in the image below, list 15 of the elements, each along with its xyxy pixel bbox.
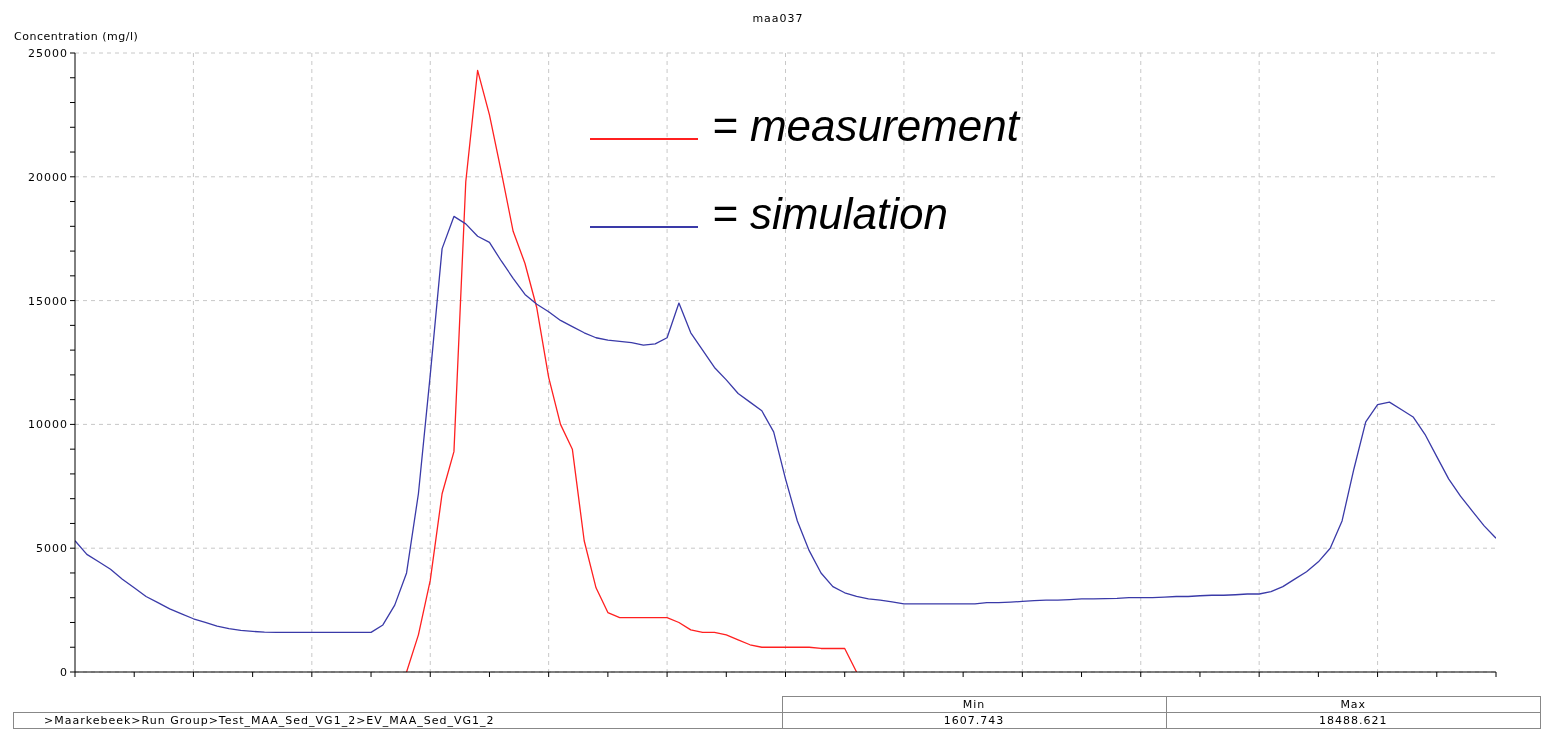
y-tick-label: 25000 (28, 46, 68, 60)
text: 18488.621 (1166, 712, 1541, 729)
y-tick-label: 20000 (28, 170, 68, 184)
chart-title: maa037 (751, 12, 805, 25)
legend-label: = simulation (712, 189, 949, 239)
text: 1607.743 (782, 712, 1166, 729)
y-axis-title: Concentration (mg/l) (14, 30, 139, 43)
text: >Maarkebeek>Run Group>Test_MAA_Sed_VG1_2>EV_MAA_Sed_VG1_2 (13, 712, 782, 729)
text: Max (1166, 696, 1541, 713)
y-tick-label: 5000 (36, 542, 68, 556)
legend-label: = measurement (712, 101, 1019, 151)
text: Min (782, 696, 1166, 713)
y-tick-label: 15000 (28, 294, 68, 308)
y-tick-label: 0 (60, 665, 68, 679)
y-tick-label: 10000 (28, 418, 68, 432)
